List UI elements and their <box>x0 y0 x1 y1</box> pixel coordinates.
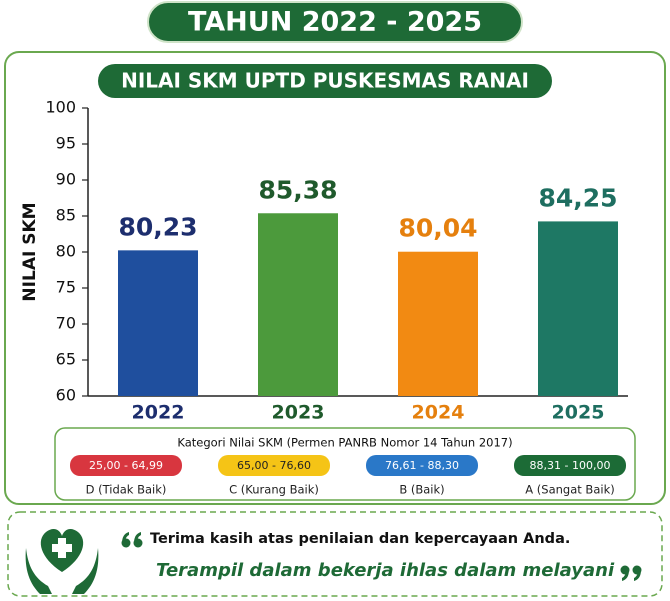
category-swatch <box>366 455 478 476</box>
x-tick-label: 2023 <box>272 402 325 424</box>
value-label: 85,38 <box>258 175 337 204</box>
y-axis-label: NILAI SKM <box>20 202 40 301</box>
bar <box>538 221 618 396</box>
footer-line-1: Terima kasih atas penilaian dan kepercay… <box>150 531 570 547</box>
category-label: A (Sangat Baik) <box>525 483 614 497</box>
value-label: 80,04 <box>398 214 477 243</box>
category-swatch <box>70 455 182 476</box>
x-tick-label: 2024 <box>412 402 465 424</box>
category-label: C (Kurang Baik) <box>229 483 319 497</box>
y-tick-label: 100 <box>45 98 76 117</box>
footer-line-2: Terampil dalam bekerja ihlas dalam melay… <box>156 560 615 581</box>
chart-title: NILAI SKM UPTD PUSKESMAS RANAI <box>121 69 529 93</box>
footer-box <box>7 511 663 597</box>
value-label: 80,23 <box>118 212 197 241</box>
category-range: 88,31 - 100,00 <box>530 459 611 472</box>
chart-title-banner <box>98 64 552 98</box>
y-tick-label: 95 <box>56 134 76 153</box>
category-range: 25,00 - 64,99 <box>89 459 163 472</box>
bar <box>398 251 478 396</box>
x-tick-label: 2022 <box>132 402 185 424</box>
value-label: 84,25 <box>538 183 617 212</box>
category-range: 65,00 - 76,60 <box>237 459 311 472</box>
y-tick-label: 90 <box>56 170 76 189</box>
care-icon <box>25 529 99 594</box>
category-label: B (Baik) <box>399 483 444 497</box>
bar <box>258 213 338 396</box>
y-tick-label: 80 <box>56 242 76 261</box>
category-range: 76,61 - 88,30 <box>385 459 459 472</box>
header-title: TAHUN 2022 - 2025 <box>188 7 482 38</box>
quote-open <box>121 532 143 548</box>
category-label: D (Tidak Baik) <box>86 483 167 497</box>
header-banner <box>147 1 523 43</box>
y-tick-label: 85 <box>56 206 76 225</box>
x-tick-label: 2025 <box>552 402 605 424</box>
quote-close <box>620 565 642 581</box>
category-legend-box <box>54 427 636 501</box>
y-tick-label: 75 <box>56 278 76 297</box>
category-swatch <box>218 455 330 476</box>
y-tick-label: 70 <box>56 314 76 333</box>
category-legend-title: Kategori Nilai SKM (Permen PANRB Nomor 1… <box>177 436 512 450</box>
category-swatch <box>514 455 626 476</box>
bar <box>118 250 198 396</box>
y-tick-label: 60 <box>56 386 76 405</box>
y-tick-label: 65 <box>56 350 76 369</box>
